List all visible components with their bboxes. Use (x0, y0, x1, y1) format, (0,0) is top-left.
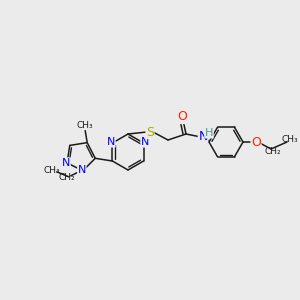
Text: N: N (62, 158, 70, 168)
Text: N: N (107, 137, 115, 147)
Text: O: O (177, 110, 187, 124)
Text: N: N (78, 165, 86, 175)
Text: CH₃: CH₃ (44, 166, 60, 175)
Text: CH₃: CH₃ (77, 121, 94, 130)
Text: S: S (146, 125, 154, 139)
Text: CH₃: CH₃ (282, 136, 298, 145)
Text: CH₂: CH₂ (58, 173, 75, 182)
Text: CH₂: CH₂ (265, 146, 281, 155)
Text: O: O (251, 136, 261, 148)
Text: N: N (141, 137, 149, 147)
Text: N: N (198, 130, 208, 142)
Text: H: H (205, 128, 213, 138)
